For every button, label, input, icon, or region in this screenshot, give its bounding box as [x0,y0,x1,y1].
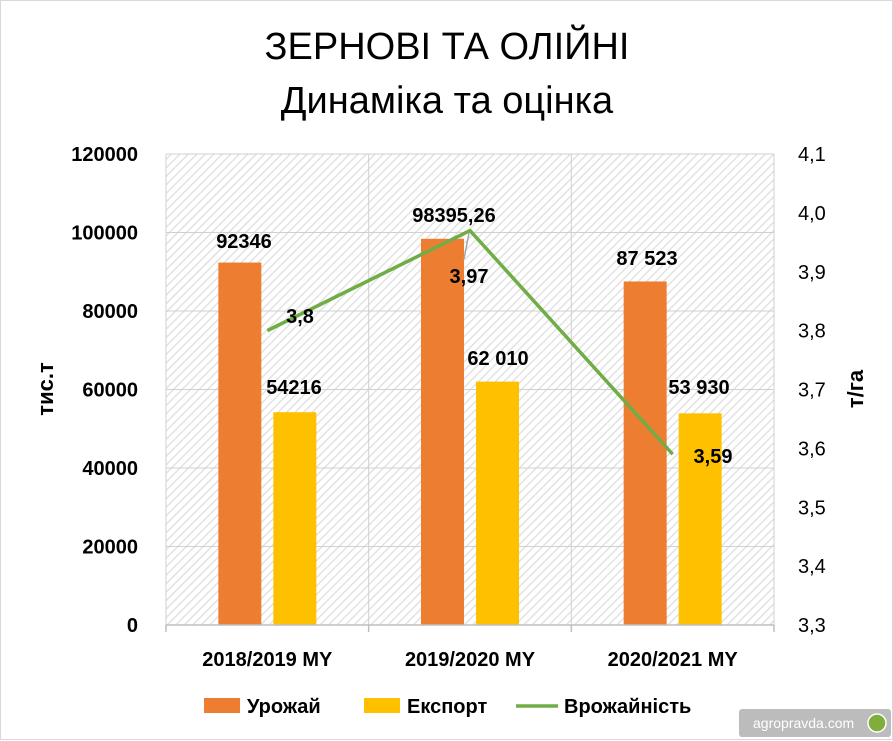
bar-harvest [623,281,667,625]
legend-label: Урожай [247,696,321,718]
x-axis-tick-label: 2019/2020 MY [405,649,536,671]
right-axis-tick: 3,4 [798,556,826,578]
logo-icon [867,713,887,733]
legend-label: Експорт [407,696,487,718]
left-axis-tick: 40000 [82,458,138,480]
left-axis: 0 20000 40000 60000 80000 100000 120000 [71,144,138,637]
right-axis-tick: 3,5 [798,497,826,519]
legend: Урожай Експорт Врожайність [204,696,691,718]
data-label-yield: 3,97 [450,266,489,288]
right-axis-title: т/га [843,369,868,408]
right-axis-tick: 3,6 [798,438,826,460]
bar-export [273,412,317,625]
bars-layer [218,238,722,626]
left-axis-tick: 100000 [71,223,138,245]
left-axis-tick: 120000 [71,144,138,166]
chart-subtitle: Динаміка та оцінка [281,80,614,122]
bar-harvest [421,238,464,626]
right-axis-tick: 3,7 [798,380,826,402]
bar-export [476,381,519,625]
bar-harvest [218,262,262,625]
legend-swatch [364,698,400,713]
data-labels-layer: 92346 98395,26 87 523 54216 62 010 53 930 3,8 3… [216,205,732,468]
x-axis: 2018/2019 MY 2019/2020 MY 2020/2021 MY [165,624,775,671]
right-axis: 3,3 3,4 3,5 3,6 3,7 3,8 3,9 4,0 4,1 [798,144,826,637]
leader-line [463,232,470,260]
watermark-text: agropravda.com [753,715,854,731]
right-axis-tick: 3,9 [798,262,826,284]
data-label-export: 53 930 [668,377,729,399]
data-label-harvest: 87 523 [616,248,677,270]
watermark: agropravda.com [739,709,891,737]
right-axis-tick: 4,0 [798,203,826,225]
chart-title: ЗЕРНОВІ ТА ОЛІЙНІ [265,23,630,68]
data-label-yield: 3,8 [286,306,314,328]
bar-export [678,413,722,625]
data-label-export: 62 010 [467,348,528,370]
x-axis-tick-label: 2020/2021 MY [608,649,739,671]
data-label-harvest: 98395,26 [412,205,495,227]
left-axis-tick: 80000 [82,301,138,323]
data-label-yield: 3,59 [694,446,733,468]
data-label-export: 54216 [266,377,322,399]
left-axis-title: тис.т [33,362,58,416]
legend-label: Врожайність [564,696,691,718]
x-axis-tick-label: 2018/2019 MY [202,649,333,671]
gridlines [165,153,775,626]
left-axis-tick: 20000 [82,537,138,559]
right-axis-tick: 3,8 [798,321,826,343]
right-axis-tick: 3,3 [798,615,826,637]
line-layer [266,228,674,456]
right-axis-tick: 4,1 [798,144,826,166]
data-label-harvest: 92346 [216,231,272,253]
left-axis-tick: 0 [127,615,138,637]
left-axis-tick: 60000 [82,380,138,402]
legend-swatch [204,698,240,713]
line-yield [266,228,674,456]
